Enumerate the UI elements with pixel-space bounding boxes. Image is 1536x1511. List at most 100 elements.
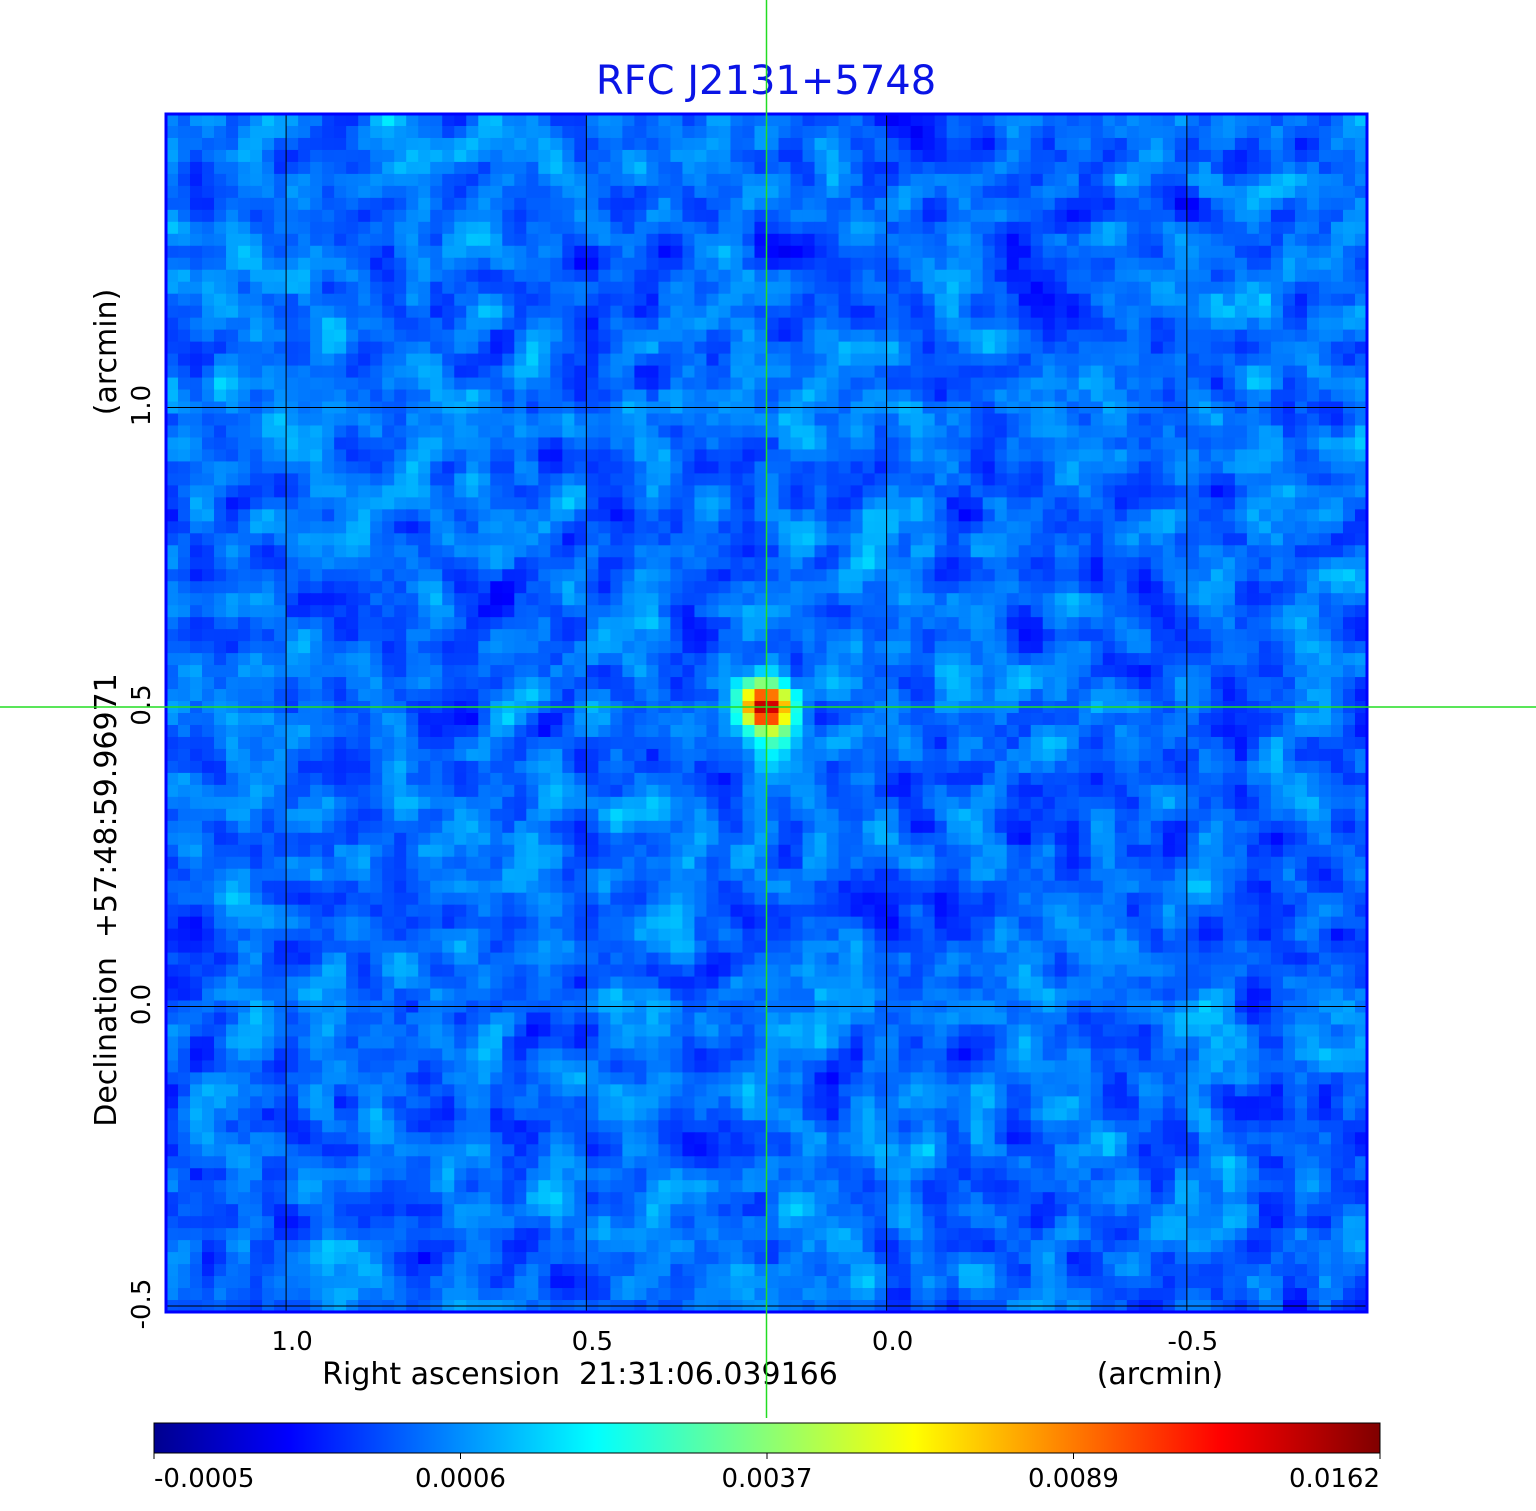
image-pixel [250, 114, 263, 127]
image-pixel [1150, 677, 1164, 690]
image-pixel [466, 521, 479, 534]
image-pixel [898, 389, 912, 403]
image-pixel [682, 629, 696, 642]
image-pixel [322, 377, 335, 391]
image-pixel [382, 545, 395, 558]
image-pixel [430, 485, 443, 498]
image-pixel [730, 593, 744, 606]
image-pixel [550, 593, 563, 606]
image-pixel [286, 365, 299, 379]
image-pixel [322, 485, 335, 498]
image-pixel [1006, 329, 1020, 343]
image-pixel [1342, 413, 1356, 427]
image-pixel [982, 125, 996, 139]
image-pixel [214, 281, 227, 295]
image-pixel [250, 509, 263, 522]
image-pixel [322, 593, 335, 606]
image-pixel [1198, 581, 1212, 594]
image-pixel [898, 449, 912, 463]
image-pixel [934, 233, 948, 247]
image-pixel [1054, 569, 1068, 582]
image-pixel [1318, 653, 1332, 666]
image-pixel [1186, 689, 1200, 702]
image-pixel [922, 389, 936, 403]
image-pixel [1090, 329, 1104, 343]
image-pixel [1354, 149, 1368, 163]
image-pixel [202, 509, 215, 522]
image-pixel [646, 485, 660, 498]
image-pixel [550, 485, 563, 498]
image-pixel [958, 449, 972, 463]
image-pixel [898, 641, 912, 654]
image-pixel [514, 149, 527, 163]
image-pixel [442, 653, 455, 666]
image-pixel [1282, 521, 1296, 534]
image-pixel [754, 509, 768, 522]
image-pixel [322, 605, 335, 618]
image-pixel [1162, 365, 1176, 379]
image-pixel [1198, 629, 1212, 642]
image-pixel [1162, 233, 1176, 247]
image-pixel [454, 114, 467, 127]
image-pixel [1138, 665, 1152, 678]
image-pixel [466, 533, 479, 546]
image-pixel [634, 605, 647, 618]
image-pixel [574, 161, 587, 175]
image-pixel [526, 569, 539, 582]
image-pixel [766, 617, 780, 630]
image-pixel [334, 197, 347, 211]
image-pixel [502, 509, 515, 522]
image-pixel [1138, 257, 1152, 271]
image-pixel [1174, 161, 1188, 175]
image-pixel [562, 353, 575, 367]
image-pixel [622, 125, 635, 139]
image-pixel [598, 557, 611, 570]
image-pixel [1246, 221, 1260, 235]
image-pixel [190, 629, 203, 642]
image-pixel [1102, 233, 1116, 247]
image-pixel [214, 689, 227, 702]
image-pixel [1102, 533, 1116, 546]
image-pixel [1342, 557, 1356, 570]
image-pixel [1018, 425, 1032, 439]
image-pixel [1306, 545, 1320, 558]
image-pixel [274, 245, 287, 259]
image-pixel [1306, 161, 1320, 175]
image-pixel [634, 497, 647, 510]
image-pixel [814, 593, 828, 606]
image-pixel [1258, 233, 1272, 247]
image-pixel [346, 233, 359, 247]
image-pixel [274, 281, 287, 295]
image-pixel [1102, 473, 1116, 486]
image-pixel [310, 125, 323, 139]
image-pixel [1162, 293, 1176, 307]
image-pixel [214, 665, 227, 678]
image-pixel [802, 689, 816, 702]
image-pixel [502, 365, 515, 379]
image-pixel [886, 689, 900, 702]
image-pixel [298, 125, 311, 139]
image-pixel [838, 485, 852, 498]
image-pixel [826, 114, 840, 127]
image-pixel [1030, 521, 1044, 534]
image-pixel [982, 173, 996, 187]
image-pixel [562, 329, 575, 343]
image-pixel [190, 161, 203, 175]
image-pixel [538, 509, 551, 522]
image-pixel [442, 305, 455, 319]
image-pixel [1186, 389, 1200, 403]
image-pixel [1030, 209, 1044, 223]
image-pixel [334, 653, 347, 666]
image-pixel [1258, 437, 1272, 451]
image-pixel [382, 185, 395, 199]
image-pixel [406, 149, 419, 163]
image-pixel [1066, 545, 1080, 558]
image-pixel [574, 449, 587, 463]
image-pixel [1150, 329, 1164, 343]
image-pixel [1006, 149, 1020, 163]
image-pixel [310, 137, 323, 151]
image-pixel [682, 317, 696, 331]
image-pixel [1066, 257, 1080, 271]
image-pixel [382, 569, 395, 582]
image-pixel [1210, 545, 1224, 558]
